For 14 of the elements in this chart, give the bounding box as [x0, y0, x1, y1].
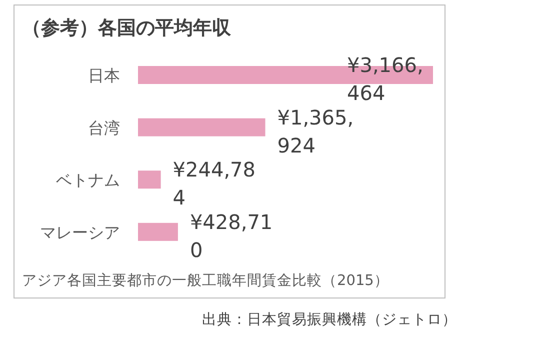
y-tick-label: 台湾	[88, 118, 120, 138]
y-tick-label: マレーシア	[40, 222, 120, 242]
data-label: ¥3,166,464	[347, 53, 424, 105]
bar	[138, 118, 266, 136]
y-tick-label: 日本	[88, 66, 120, 85]
bar	[138, 222, 178, 241]
text: アジア各国主要都市の一般工職年間賃金比較（2015）	[22, 272, 389, 289]
chart-title: （参考）各国の平均年収	[22, 17, 232, 39]
data-label: ¥1,365,924	[277, 105, 354, 158]
y-tick-label: ベトナム	[56, 170, 120, 190]
data-label: ¥428,710	[190, 210, 273, 262]
data-label: ¥244,784	[172, 158, 256, 210]
source-note: 出典：日本貿易振興機構（ジェトロ）	[202, 311, 457, 328]
bar	[138, 170, 161, 189]
